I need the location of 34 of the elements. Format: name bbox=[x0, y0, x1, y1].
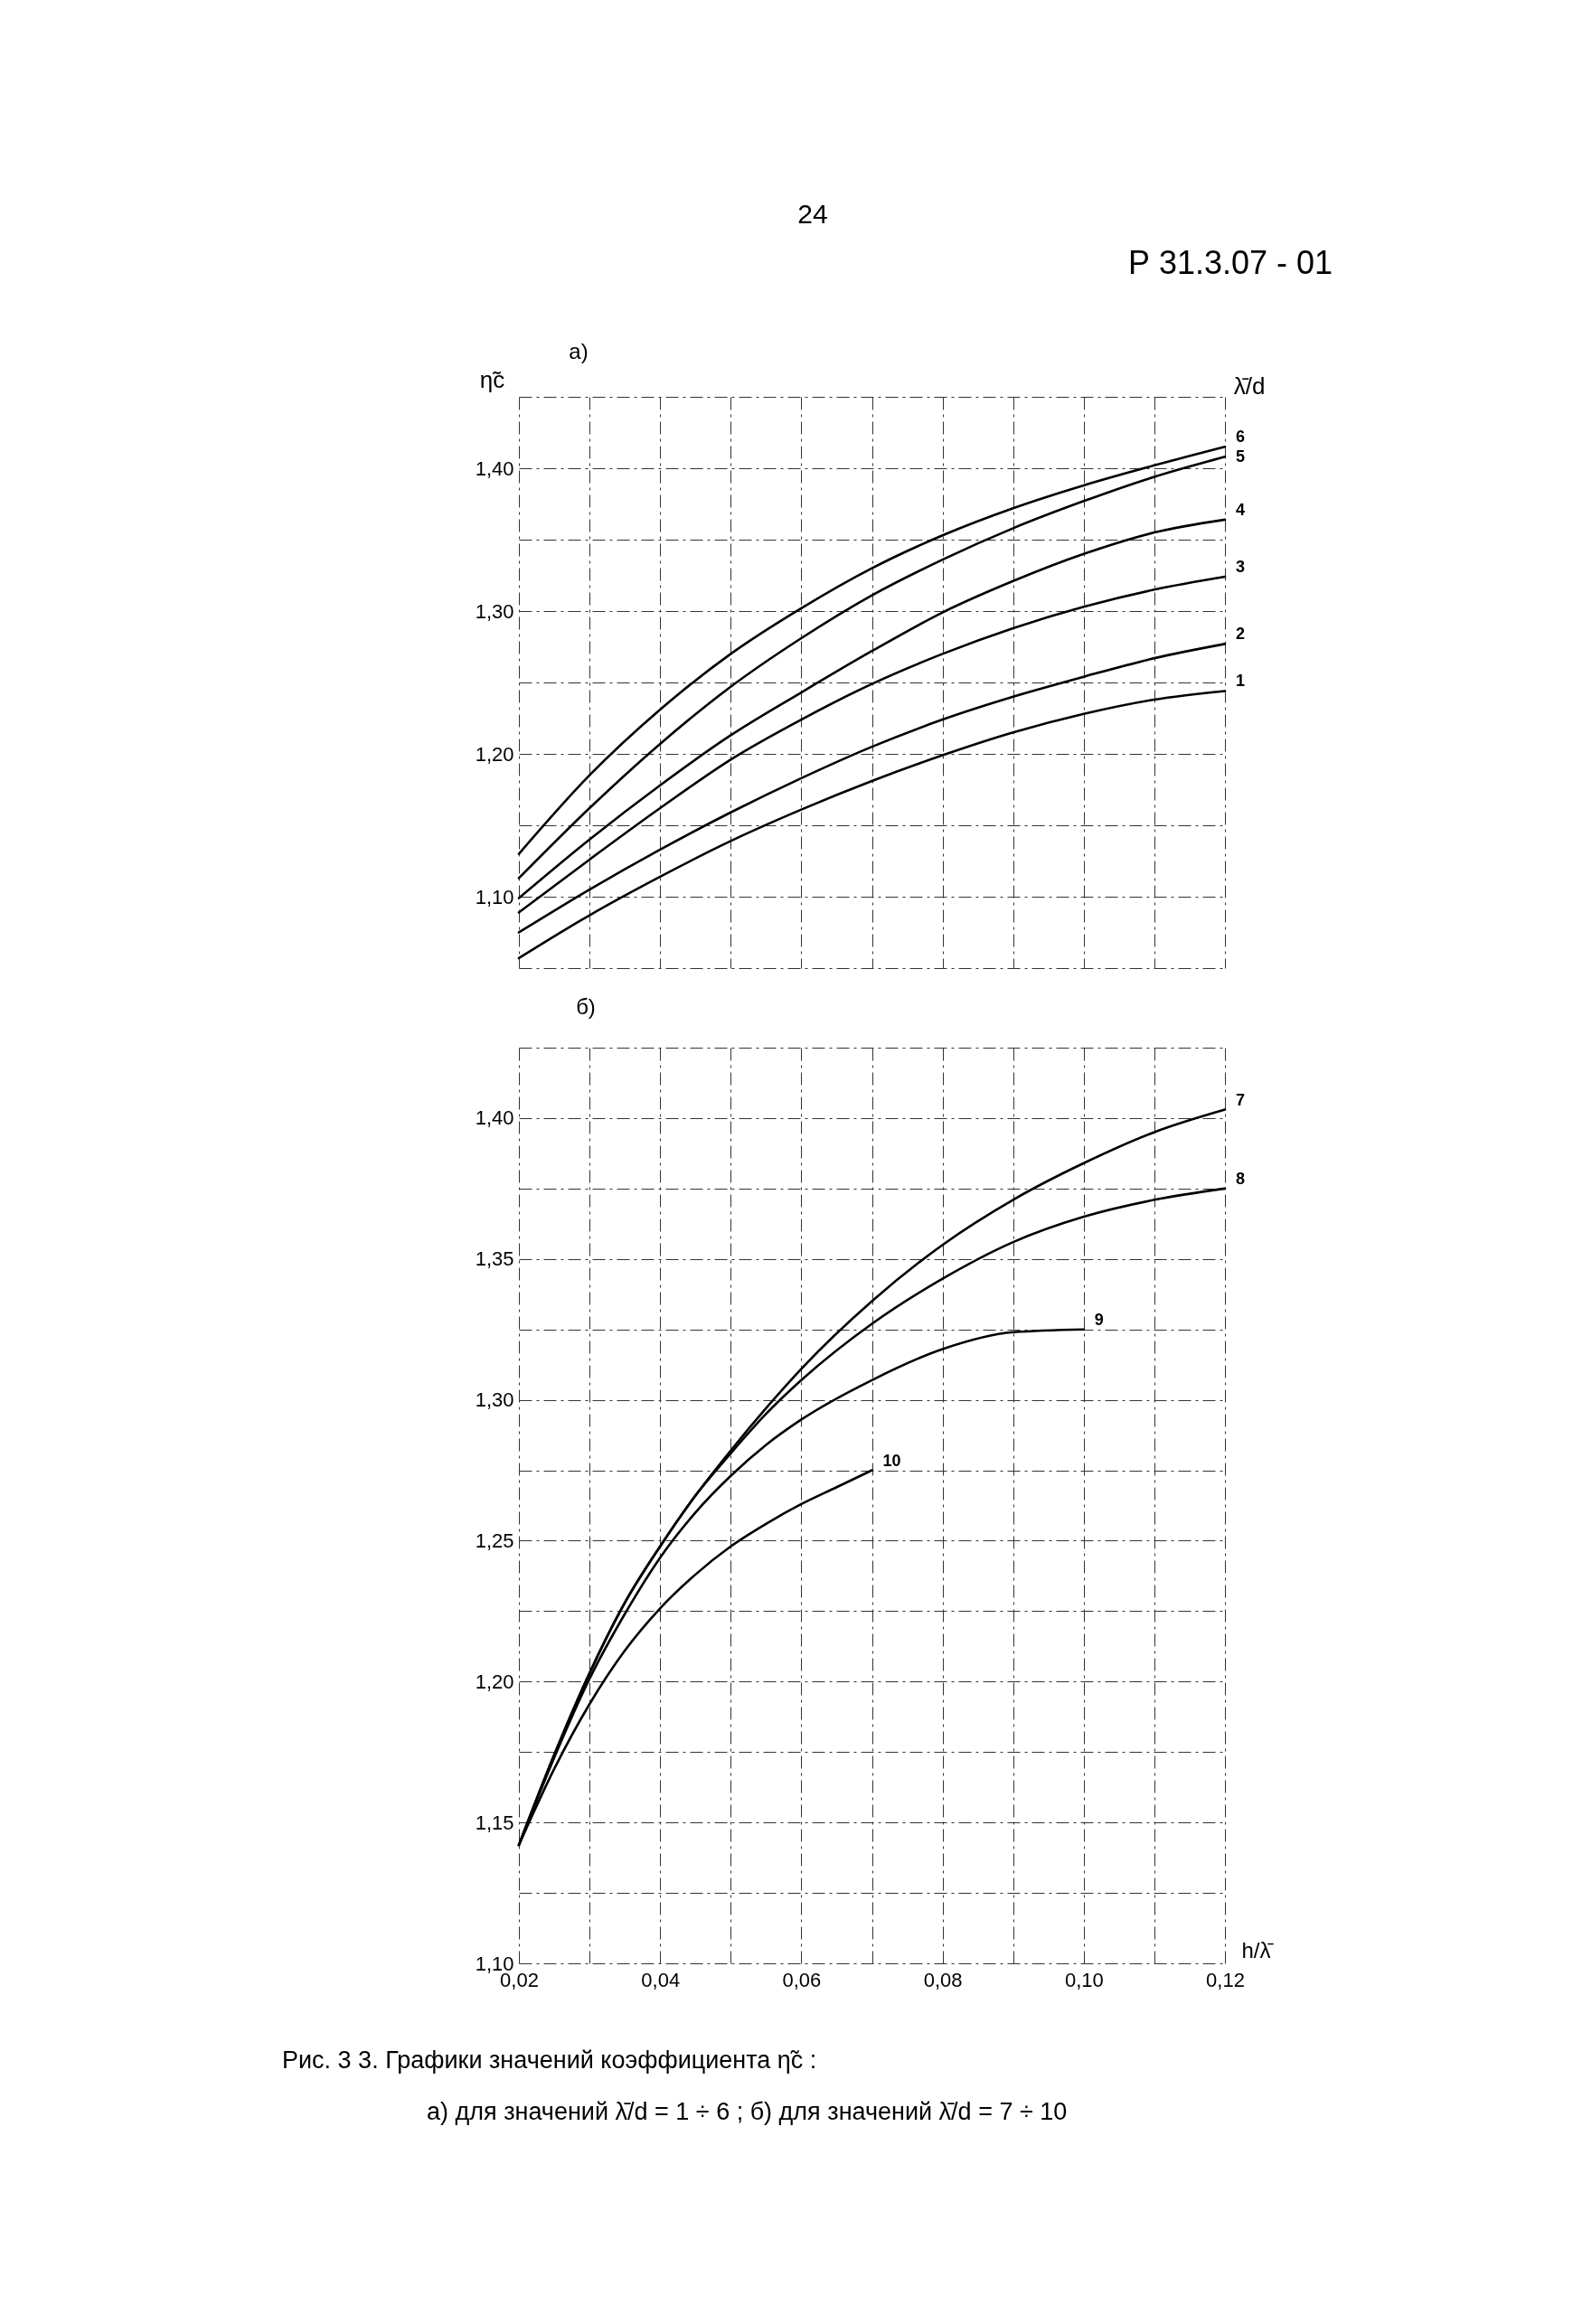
series-label: 5 bbox=[1236, 447, 1246, 466]
x-tick-label: 0,10 bbox=[1064, 1968, 1104, 1991]
chart-title: б) bbox=[576, 994, 596, 1019]
series-label: 10 bbox=[882, 1451, 901, 1470]
y-tick-label: 1,30 bbox=[475, 599, 514, 623]
y-tick-label: 1,20 bbox=[475, 742, 514, 766]
text: Р 31.3.07 - 01 bbox=[1127, 244, 1333, 281]
x-tick-label: 0,08 bbox=[923, 1968, 963, 1991]
y-tick-label: 1,30 bbox=[475, 1388, 514, 1412]
x-tick-label: 0,12 bbox=[1206, 1968, 1245, 1991]
series-label: 8 bbox=[1236, 1169, 1246, 1188]
x-tick-label: 0,06 bbox=[782, 1968, 822, 1991]
x-axis-title: h/λ̄ bbox=[1241, 1937, 1275, 1962]
chart-title: а) bbox=[569, 339, 589, 363]
y-axis-title: η̃c bbox=[479, 365, 505, 393]
series-label: 3 bbox=[1236, 558, 1246, 577]
y-tick-label: 1,35 bbox=[475, 1247, 514, 1271]
x-tick-label: 0,04 bbox=[641, 1968, 681, 1991]
y-tick-label: 1,15 bbox=[475, 1811, 514, 1834]
series-label: 7 bbox=[1236, 1090, 1246, 1109]
y-tick-label: 1,20 bbox=[475, 1670, 514, 1693]
text: а) для значений λ̄/d = 1 ÷ 6 ; б) для значений λ̄/d = 7 ÷ 10 bbox=[427, 2098, 1068, 2125]
series-label: 1 bbox=[1236, 672, 1246, 691]
series-label: 2 bbox=[1236, 625, 1246, 644]
y-tick-label: 1,10 bbox=[475, 885, 514, 908]
text: Рис. 3 3. Графики значений коэффициента η̃c : bbox=[282, 2046, 817, 2074]
y-tick-label: 1,40 bbox=[475, 456, 514, 480]
series-label: 4 bbox=[1236, 500, 1246, 519]
y-tick-label: 1,25 bbox=[475, 1529, 514, 1552]
series-label: 6 bbox=[1236, 428, 1246, 447]
y-tick-label: 1,40 bbox=[475, 1106, 514, 1130]
series-label: 9 bbox=[1094, 1310, 1104, 1329]
legend-title: λ̄/d bbox=[1233, 372, 1266, 400]
text: 24 bbox=[797, 199, 828, 229]
